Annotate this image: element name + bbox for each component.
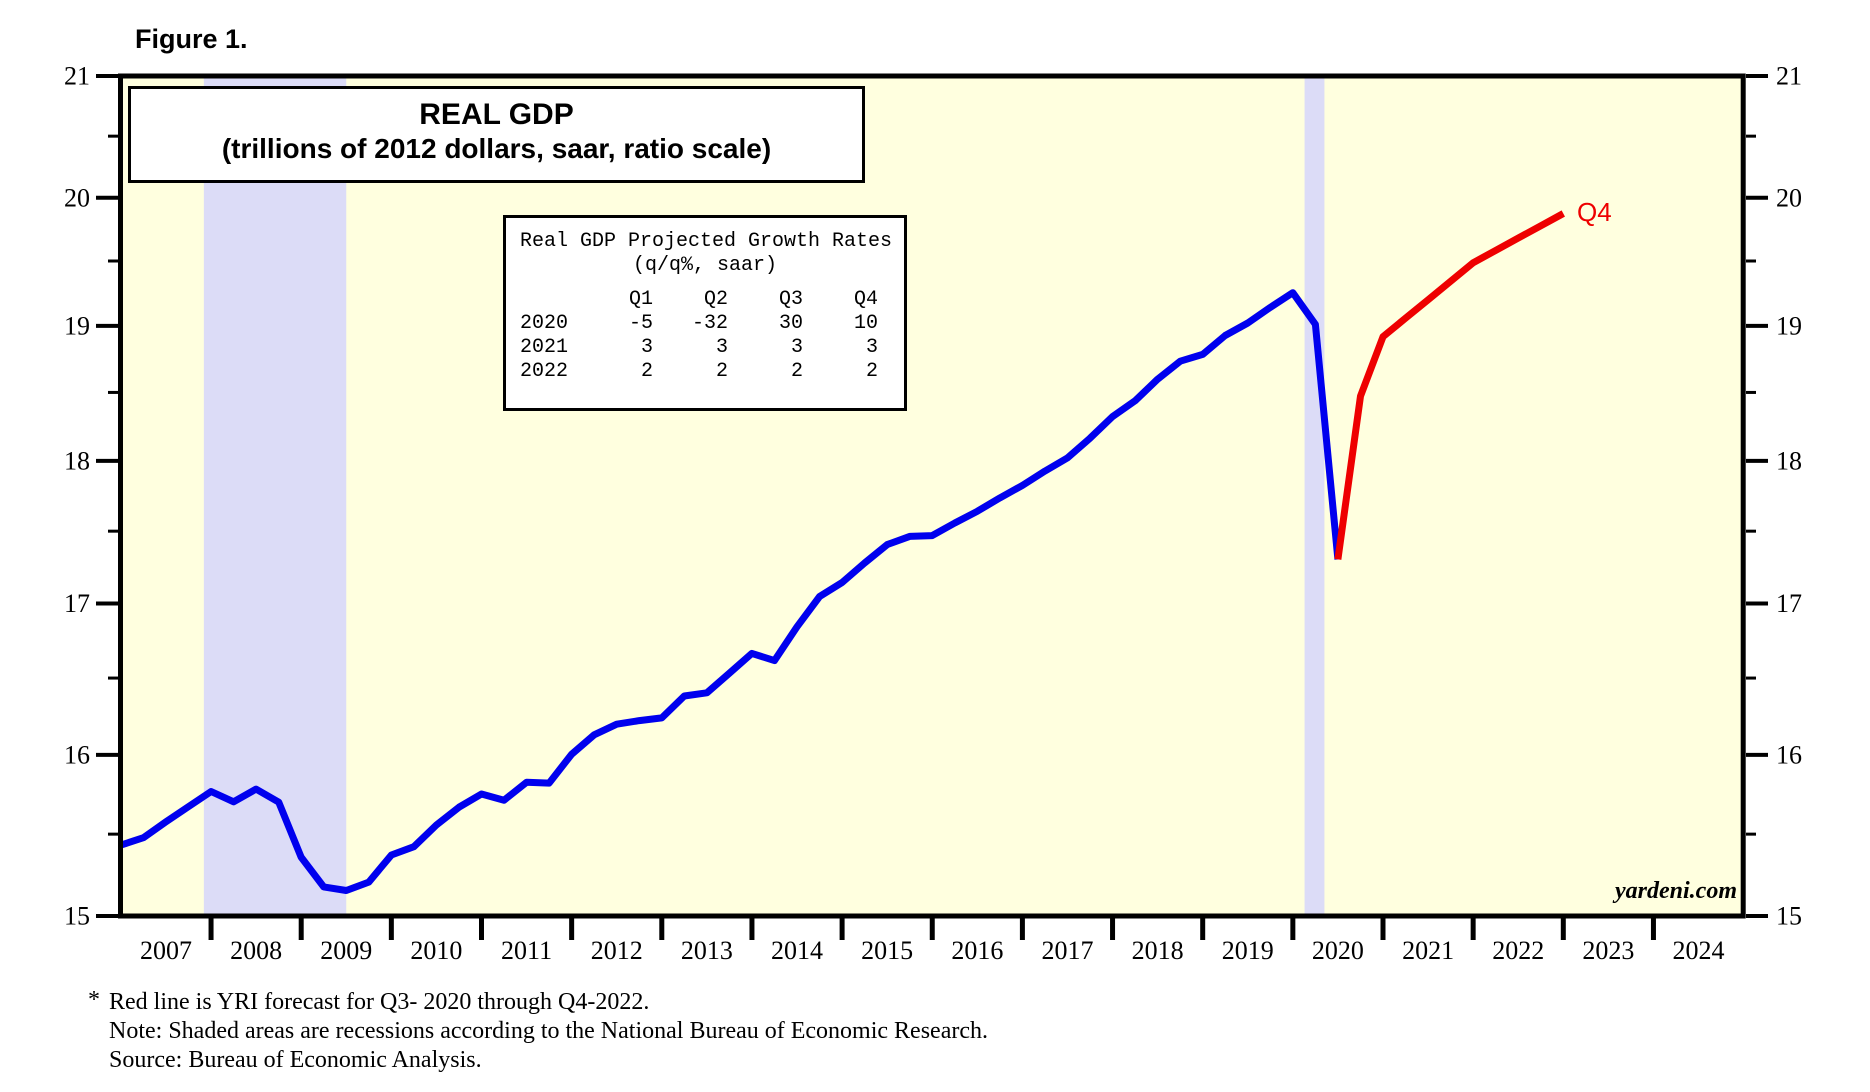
growth-table-row: 2022 2 2 2 2 — [520, 360, 878, 384]
growth-table-value: 3 — [790, 336, 803, 359]
growth-table-title: Real GDP Projected Growth Rates — [520, 230, 893, 253]
growth-table-value: 2 — [640, 360, 653, 383]
x-axis-year-label: 2018 — [1132, 936, 1184, 965]
y-axis-label-left: 15 — [64, 902, 90, 931]
growth-table-row: 2020 -5 -32 30 10 — [520, 312, 878, 336]
y-axis-label-right: 18 — [1776, 446, 1802, 475]
plot-border — [118, 73, 1746, 919]
growth-table-value: 2 — [865, 360, 878, 383]
growth-table-row: 2021 3 3 3 3 — [520, 336, 878, 360]
y-axis-label-right: 15 — [1776, 902, 1802, 931]
gdp-actual-line — [119, 289, 1342, 894]
growth-table-value: 3 — [715, 336, 728, 359]
growth-table-value: 2 — [715, 360, 728, 383]
y-axis-label-left: 20 — [64, 183, 90, 212]
gdp-forecast-line — [1334, 210, 1565, 560]
figure-label: Figure 1. — [135, 24, 248, 54]
growth-table-value: 10 — [853, 312, 878, 335]
footnote-line: Note: Shaded areas are recessions accord… — [109, 1018, 988, 1044]
x-axis-year-label: 2011 — [501, 936, 552, 965]
y-axis-label-left: 21 — [64, 62, 90, 91]
x-axis-year-label: 2016 — [951, 936, 1003, 965]
growth-rates-table-box: Real GDP Projected Growth Rates (q/q%, s… — [503, 215, 907, 411]
recession-band — [1304, 78, 1325, 914]
x-axis-year-label: 2007 — [140, 936, 192, 965]
chart-subtitle: (trillions of 2012 dollars, saar, ratio … — [221, 133, 772, 164]
growth-table-value: 3 — [640, 336, 653, 359]
x-axis-year-label: 2012 — [591, 936, 643, 965]
y-axis-label-right: 16 — [1776, 740, 1802, 769]
growth-table-col-header: Q3 — [778, 288, 803, 311]
watermark-yardeni: yardeni.com — [1615, 878, 1737, 904]
growth-table-year: 2020 — [520, 312, 569, 335]
growth-table-col-header: Q2 — [703, 288, 728, 311]
chart-title: REAL GDP — [419, 98, 574, 131]
x-axis-year-label: 2019 — [1222, 936, 1274, 965]
footnote-line: Source: Bureau of Economic Analysis. — [109, 1047, 482, 1073]
x-axis-year-label: 2024 — [1673, 936, 1725, 965]
x-axis-year-label: 2022 — [1492, 936, 1544, 965]
x-axis-year-label: 2008 — [230, 936, 282, 965]
chart-title-box: REAL GDP (trillions of 2012 dollars, saa… — [128, 86, 865, 183]
x-axis-year-label: 2013 — [681, 936, 733, 965]
x-axis-year-label: 2020 — [1312, 936, 1364, 965]
y-axis-label-right: 17 — [1776, 589, 1802, 618]
growth-table-year: 2021 — [520, 336, 569, 359]
growth-table-year: 2022 — [520, 360, 569, 383]
x-axis-year-label: 2015 — [861, 936, 913, 965]
growth-table-col-header: Q4 — [853, 288, 878, 311]
y-axis-label-left: 19 — [64, 311, 90, 340]
growth-table-value: -5 — [628, 312, 653, 335]
growth-table-value: 3 — [865, 336, 878, 359]
y-axis-label-left: 17 — [64, 589, 90, 618]
y-axis-label-left: 16 — [64, 740, 90, 769]
footnotes: * Red line is YRI forecast for Q3- 2020 … — [88, 987, 988, 1075]
growth-table-value: 30 — [778, 312, 803, 335]
x-axis-year-label: 2014 — [771, 936, 823, 965]
x-axis-year-label: 2017 — [1041, 936, 1093, 965]
growth-table-corner — [520, 288, 578, 312]
recession-band — [203, 78, 347, 914]
x-axis-year-label: 2023 — [1582, 936, 1634, 965]
growth-table-value: -32 — [691, 312, 728, 335]
y-axis-label-right: 20 — [1776, 183, 1802, 212]
plot-background — [120, 78, 1744, 914]
growth-rates-table: Q1 Q2 Q3 Q4 2020 -5 -32 30 10 2021 3 3 3 3 2022 2 2 2 2 — [520, 288, 878, 384]
x-axis-year-label: 2010 — [410, 936, 462, 965]
x-axis-year-label: 2009 — [320, 936, 372, 965]
y-axis-label-right: 21 — [1776, 62, 1802, 91]
y-axis-label-left: 18 — [64, 446, 90, 475]
forecast-end-label: Q4 — [1577, 197, 1612, 227]
growth-table-value: 2 — [790, 360, 803, 383]
y-axis-label-right: 19 — [1776, 311, 1802, 340]
x-axis-year-label: 2021 — [1402, 936, 1454, 965]
growth-table-subtitle: (q/q%, saar) — [632, 254, 778, 277]
growth-table-col-header: Q1 — [628, 288, 653, 311]
growth-table-header-row: Q1 Q2 Q3 Q4 — [520, 288, 878, 312]
footnote-line: Red line is YRI forecast for Q3- 2020 th… — [109, 989, 650, 1015]
footnote-asterisk: * — [88, 987, 100, 1013]
